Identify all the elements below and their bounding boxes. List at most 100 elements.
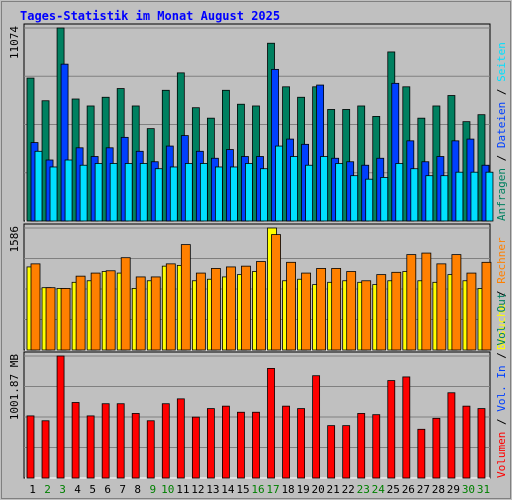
bar-rechner-day-17 <box>271 234 281 351</box>
bar-seiten-day-27 <box>425 175 434 222</box>
bar-dateien-day-17 <box>271 68 279 222</box>
bar-volumen-day-13 <box>206 408 215 479</box>
day-label-28: 28 <box>432 483 445 496</box>
bar-volumen-day-12 <box>191 416 200 479</box>
bar-seiten-day-25 <box>395 163 404 222</box>
bar-rechner-day-9 <box>150 276 161 351</box>
day-label-15: 15 <box>236 483 249 496</box>
legend-separator: / <box>495 82 508 102</box>
day-label-24: 24 <box>372 483 386 496</box>
panel-top: 11074 Anfragen / Dateien / Seiten <box>8 23 508 222</box>
bar-seiten-day-31 <box>485 171 494 222</box>
bar-rechner-day-10 <box>165 263 176 351</box>
legend: Volumen / Vol. In / Vol. Out <box>495 293 508 478</box>
day-label-30: 30 <box>462 483 475 496</box>
legend-separator: / <box>495 346 508 366</box>
y-max-label: 1586 <box>8 226 21 253</box>
bar-seiten-day-24 <box>380 177 389 222</box>
bar-seiten-day-16 <box>260 168 268 222</box>
bar-rechner-day-5 <box>90 272 101 351</box>
legend-item-rechner: Rechner <box>495 237 508 284</box>
bar-rechner-day-29 <box>451 254 462 351</box>
bar-rechner-day-26 <box>406 254 417 351</box>
bar-seiten-day-12 <box>199 163 208 222</box>
legend-item-anfragen: Anfragen <box>495 168 508 221</box>
bar-volumen-day-17 <box>267 368 275 479</box>
bar-seiten-day-30 <box>470 171 479 222</box>
day-label-25: 25 <box>387 483 400 496</box>
legend-item-volumen: Volumen <box>495 432 508 478</box>
bar-rechner-day-22 <box>346 271 357 351</box>
bar-rechner-day-18 <box>286 261 296 351</box>
day-label-12: 12 <box>191 483 204 496</box>
bar-rechner-day-1 <box>30 263 41 351</box>
bar-volumen-day-23 <box>357 413 366 479</box>
legend-separator: / <box>495 148 508 168</box>
day-label-1: 1 <box>29 483 36 496</box>
bar-volumen-day-16 <box>252 411 260 479</box>
day-labels: 1 2 3 4 5 6 7 8 9 10 11 12 13 14 15 16 17 18 19 20 21 22 23 24 2… <box>29 483 490 496</box>
bar-seiten-day-13 <box>214 166 223 222</box>
bar-rechner-day-6 <box>105 270 116 351</box>
day-label-5: 5 <box>89 483 96 496</box>
legend-item-vol-out: Vol. Out <box>495 293 508 346</box>
chart-panels: 11074 Anfragen / Dateien / Seiten 1586 Besu… <box>8 23 508 479</box>
bar-seiten-day-17 <box>275 145 283 222</box>
day-label-4: 4 <box>74 483 81 496</box>
bar-seiten-day-21 <box>335 163 344 222</box>
bar-rechner-day-16 <box>256 261 266 351</box>
bar-volumen-day-18 <box>282 405 290 479</box>
day-label-23: 23 <box>357 483 370 496</box>
bar-rechner-day-15 <box>241 265 251 351</box>
bar-volumen-day-7 <box>116 403 125 479</box>
bar-volumen-day-31 <box>477 408 486 479</box>
bar-rechner-day-23 <box>361 280 372 351</box>
bar-seiten-day-3 <box>64 159 73 222</box>
legend-item-seiten: Seiten <box>495 42 508 82</box>
bar-volumen-day-25 <box>387 380 396 479</box>
day-label-14: 14 <box>221 483 235 496</box>
bar-seiten-day-8 <box>139 163 148 222</box>
bar-seiten-day-23 <box>365 178 374 222</box>
bar-seiten-day-10 <box>169 166 178 222</box>
day-label-8: 8 <box>134 483 141 496</box>
day-label-7: 7 <box>119 483 126 496</box>
bar-volumen-day-24 <box>372 414 381 479</box>
legend-item-besuche: Besuche <box>495 304 508 350</box>
y-max-label: 11074 <box>8 26 21 59</box>
bar-rechner-day-7 <box>120 257 131 351</box>
day-label-26: 26 <box>402 483 415 496</box>
bar-rechner-day-14 <box>226 266 236 351</box>
bar-seiten-day-29 <box>455 171 464 222</box>
bar-volumen-day-28 <box>432 417 441 479</box>
bar-rechner-day-19 <box>301 272 311 351</box>
bar-volumen-day-29 <box>447 392 456 479</box>
bar-seiten-day-19 <box>305 164 313 222</box>
bar-volumen-day-4 <box>71 402 80 479</box>
legend: Anfragen / Dateien / Seiten <box>495 42 508 221</box>
chart-title: Tages-Statistik im Monat August 2025 <box>20 9 280 23</box>
bar-rechner-day-27 <box>421 252 432 351</box>
bar-rechner-day-30 <box>466 272 477 351</box>
bar-rechner-day-3 <box>60 288 71 351</box>
day-label-2: 2 <box>44 483 51 496</box>
bar-seiten-day-7 <box>124 163 133 222</box>
bar-volumen-day-19 <box>297 408 305 479</box>
panel-bottom: 1001.87 MB Volumen / Vol. In / Vol. Out <box>8 293 508 479</box>
bar-volumen-day-6 <box>101 403 110 479</box>
day-label-11: 11 <box>176 483 189 496</box>
bar-volumen-day-1 <box>26 415 35 479</box>
bar-seiten-day-15 <box>245 163 253 222</box>
bar-volumen-day-20 <box>312 375 321 479</box>
bar-rechner-day-31 <box>481 261 492 351</box>
day-label-31: 31 <box>477 483 490 496</box>
bar-volumen-day-26 <box>402 376 411 479</box>
bar-volumen-day-22 <box>342 425 351 479</box>
bar-seiten-day-11 <box>184 163 193 222</box>
panel-middle: 1586 Besuche / Rechner <box>8 223 508 351</box>
legend-separator: / <box>495 412 508 432</box>
bar-volumen-day-15 <box>237 411 245 479</box>
bar-rechner-day-13 <box>210 268 221 351</box>
bar-seiten-day-9 <box>154 168 163 222</box>
